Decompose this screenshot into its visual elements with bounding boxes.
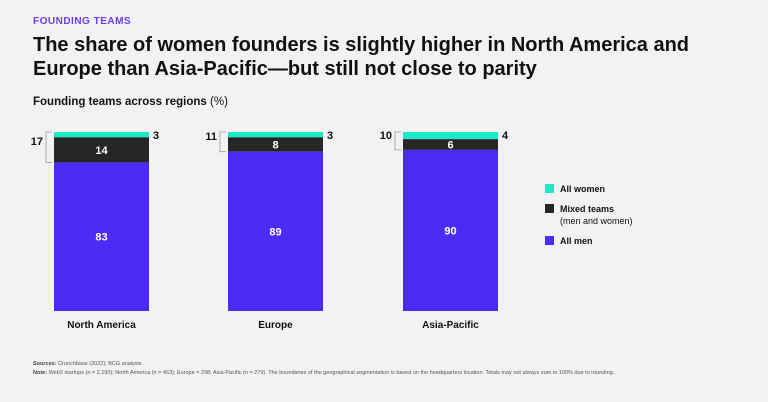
legend-item-all-women: All women	[545, 183, 633, 195]
footer-sources: Sources: Crunchbase (2022); BCG analysis…	[33, 360, 614, 369]
label-all-women-europe: 3	[327, 130, 333, 142]
bar-all-women-north-america	[54, 132, 149, 138]
bar-mixed-europe	[228, 137, 323, 152]
category-label-asia-pacific: Asia-Pacific	[422, 320, 479, 331]
sources-text: Crunchbase (2022); BCG analysis.	[58, 361, 144, 367]
note-label: Note:	[33, 370, 48, 376]
legend-label-mixed: Mixed teams (men and women)	[560, 203, 633, 227]
legend-swatch-all-men	[545, 236, 554, 245]
legend-label-all-men: All men	[560, 236, 593, 246]
label-total-asia-pacific: 10	[380, 130, 392, 142]
bracket-north-america	[45, 131, 52, 163]
bar-mixed-north-america	[54, 137, 149, 163]
label-mixed-europe: 8	[272, 140, 278, 152]
legend-label-all-women: All women	[560, 184, 606, 194]
bar-mixed-asia-pacific	[403, 139, 498, 150]
bracket-asia-pacific	[394, 131, 401, 151]
label-mixed-north-america: 14	[95, 145, 108, 157]
label-all-men-asia-pacific: 90	[444, 225, 456, 237]
label-all-women-north-america: 3	[153, 130, 159, 142]
label-all-men-europe: 89	[269, 226, 281, 238]
label-total-north-america: 17	[31, 136, 43, 148]
legend-label-mixed-main: Mixed teams	[560, 204, 615, 214]
note-text: Web3 startups (n = 2,190); North America…	[48, 370, 615, 376]
label-all-men-north-america: 83	[95, 232, 107, 244]
bar-all-men-europe	[228, 151, 323, 311]
footer: Sources: Crunchbase (2022); BCG analysis…	[33, 360, 614, 378]
legend: All women Mixed teams (men and women) Al…	[545, 183, 633, 255]
category-label-europe: Europe	[258, 320, 293, 331]
legend-label-mixed-sub: (men and women)	[560, 216, 633, 226]
label-total-europe: 11	[205, 131, 217, 143]
label-all-women-asia-pacific: 4	[502, 130, 509, 142]
bar-all-women-asia-pacific	[403, 132, 498, 140]
subtitle-unit: (%)	[210, 96, 228, 108]
bar-all-men-asia-pacific	[403, 149, 498, 311]
chart-subtitle: Founding teams across regions (%)	[33, 96, 228, 108]
bar-all-men-north-america	[54, 162, 149, 311]
legend-swatch-all-women	[545, 184, 554, 193]
legend-item-mixed: Mixed teams (men and women)	[545, 203, 633, 227]
eyebrow-label: FOUNDING TEAMS	[33, 16, 132, 27]
footer-note: Note: Web3 startups (n = 2,190); North A…	[33, 369, 614, 378]
legend-item-all-men: All men	[545, 235, 633, 247]
bar-all-women-europe	[228, 132, 323, 138]
bracket-europe	[219, 131, 226, 153]
sources-label: Sources:	[33, 361, 57, 367]
chart-title: The share of women founders is slightly …	[33, 34, 690, 80]
label-mixed-asia-pacific: 6	[447, 140, 453, 152]
legend-swatch-mixed	[545, 204, 554, 213]
category-label-north-america: North America	[67, 320, 136, 331]
subtitle-text: Founding teams across regions	[33, 96, 207, 108]
